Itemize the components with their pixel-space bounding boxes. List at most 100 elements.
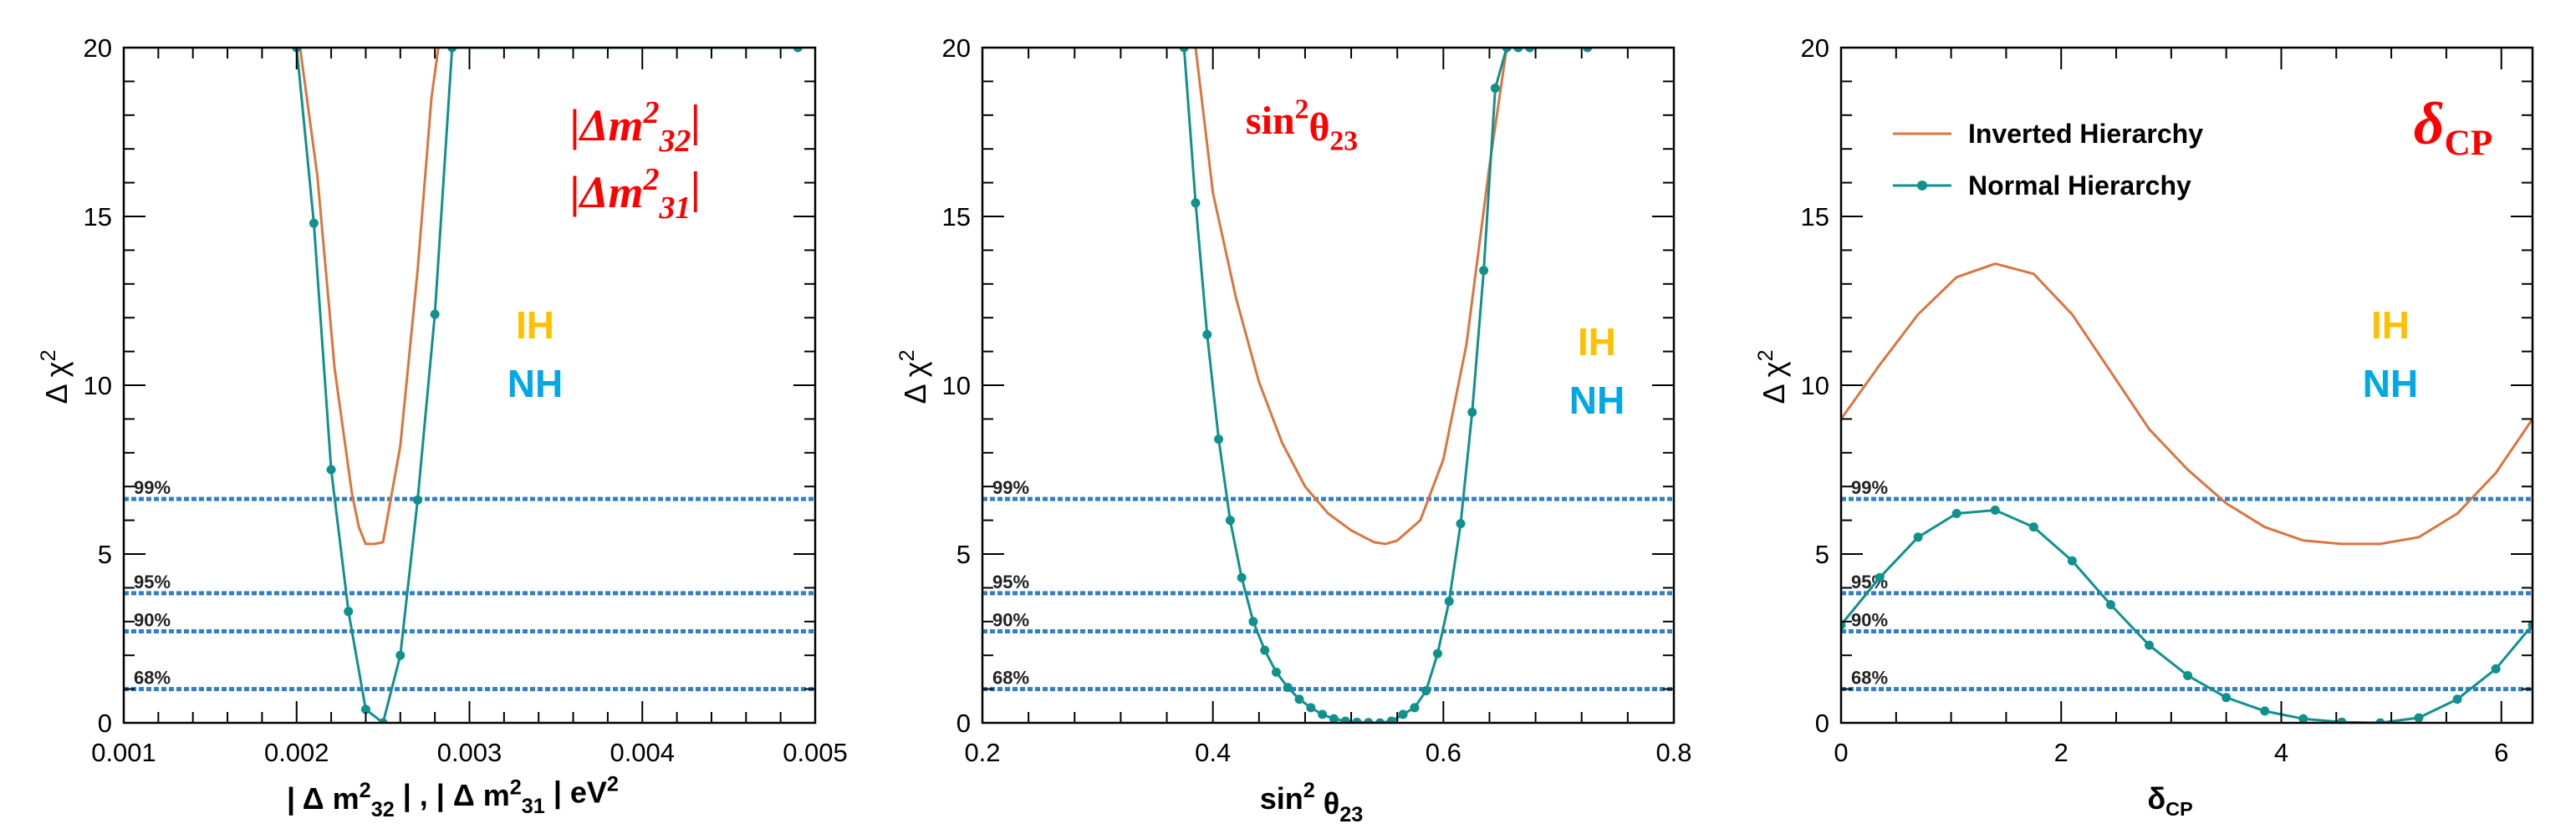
data-point xyxy=(1490,83,1500,93)
data-point xyxy=(1444,597,1454,607)
x-tick-label: 0.001 xyxy=(91,738,156,767)
nh-label: NH xyxy=(2363,362,2418,405)
series-line-ih xyxy=(298,48,440,546)
data-point xyxy=(1456,519,1466,529)
data-point xyxy=(2183,670,2193,680)
data-point xyxy=(2491,664,2501,674)
data-point xyxy=(1329,714,1339,723)
x-tick-label: 0.003 xyxy=(437,738,502,767)
y-tick-label: 0 xyxy=(1815,709,1829,738)
x-axis-label: δCP xyxy=(2147,781,2192,820)
y-tick-label: 15 xyxy=(1801,202,1829,231)
data-point xyxy=(1386,716,1396,723)
y-tick-label: 0 xyxy=(98,709,112,738)
x-tick-label: 0.4 xyxy=(1195,738,1231,767)
data-point xyxy=(430,309,440,319)
y-tick-label: 5 xyxy=(1815,540,1829,569)
x-tick-label: 0.004 xyxy=(610,738,675,767)
corner-label-dm31: |Δm231| xyxy=(570,162,701,226)
data-point xyxy=(1479,266,1489,276)
cl-label-1: 95% xyxy=(134,572,171,592)
data-point xyxy=(1179,48,1189,53)
series-group xyxy=(1841,262,2533,723)
series-group xyxy=(1179,48,1593,723)
cl-label-3: 68% xyxy=(992,668,1029,689)
cl-label-3: 68% xyxy=(1851,668,1888,689)
x-axis-label: sin2 θ23 xyxy=(1260,779,1364,826)
data-point xyxy=(2528,620,2533,630)
chart-panel-dcp: 99% 95% 90% 68% 0 5 10 15 20 0 2 4 6 δCP Δ χ2 IH NH δCP In… xyxy=(1717,0,2576,835)
data-point xyxy=(1913,532,1923,542)
y-tick-label: 5 xyxy=(98,540,112,569)
data-point xyxy=(447,48,457,53)
data-point xyxy=(1410,703,1420,713)
corner-label-theta23: sin2θ23 xyxy=(1246,94,1358,157)
data-point xyxy=(1375,718,1385,723)
data-point xyxy=(1318,709,1328,720)
y-tick-label: 20 xyxy=(84,33,112,63)
data-point xyxy=(2414,713,2424,723)
data-point xyxy=(1421,686,1431,696)
data-point xyxy=(1467,407,1477,417)
corner-label-dm32: |Δm232| xyxy=(570,95,701,159)
nh-label: NH xyxy=(1569,379,1625,422)
y-tick-label: 10 xyxy=(942,371,971,400)
x-tick-label: 0.8 xyxy=(1655,738,1691,767)
data-point xyxy=(1191,198,1201,208)
data-point xyxy=(1841,620,1846,630)
data-point xyxy=(1271,667,1281,677)
x-tick-label: 6 xyxy=(2494,738,2508,767)
cl-label-0: 99% xyxy=(134,477,171,498)
data-point xyxy=(1583,48,1593,53)
x-tick-label: 2 xyxy=(2054,738,2068,767)
chart-dm2: 99% 95% 90% 68% 0 5 10 15 20 0.001 0.002 0.003 0.004… xyxy=(37,33,848,821)
data-point xyxy=(1340,716,1350,723)
data-point xyxy=(1525,48,1535,53)
data-point xyxy=(395,650,406,660)
ih-label: IH xyxy=(2371,303,2410,347)
data-point xyxy=(2105,600,2115,610)
legend-label-nh: Normal Hierarchy xyxy=(1968,170,2191,201)
data-point xyxy=(1306,703,1316,713)
data-point xyxy=(344,607,354,617)
data-point xyxy=(2260,706,2270,716)
y-tick-label: 10 xyxy=(84,371,112,400)
data-point xyxy=(378,718,388,723)
series-group xyxy=(292,48,803,723)
nh-label: NH xyxy=(508,362,563,405)
chart-panel-theta23: 99% 95% 90% 68% 0 5 10 15 20 0.2 0.4 0.6 0.8 sin2 θ23… xyxy=(859,0,1717,835)
data-point xyxy=(2298,714,2308,723)
data-point xyxy=(2452,694,2462,704)
cl-label-0: 99% xyxy=(992,477,1029,498)
data-point xyxy=(793,48,803,53)
y-tick-label: 15 xyxy=(84,202,112,231)
x-tick-label: 0.005 xyxy=(783,738,848,767)
y-axis-label: Δ χ2 xyxy=(37,350,74,404)
data-point xyxy=(1398,709,1408,720)
y-axis-label: Δ χ2 xyxy=(895,350,932,404)
ih-label: IH xyxy=(516,303,554,347)
x-tick-label: 0.2 xyxy=(964,738,1000,767)
data-point xyxy=(1202,329,1212,339)
x-axis-label: | Δ m232 | , | Δ m231 | eV2 xyxy=(287,773,619,821)
cl-label-2: 90% xyxy=(134,610,171,631)
data-point xyxy=(1214,435,1224,445)
data-point xyxy=(326,465,336,475)
data-point xyxy=(360,704,370,714)
data-point xyxy=(1225,516,1235,526)
series-line-nh xyxy=(295,48,798,723)
y-tick-label: 20 xyxy=(1801,33,1829,63)
series-line-ih xyxy=(1194,48,1508,546)
data-point xyxy=(1237,572,1247,582)
data-point xyxy=(1283,683,1293,693)
corner-label-dcp: δCP xyxy=(2414,90,2492,163)
data-point xyxy=(1364,718,1374,723)
y-axis-label: Δ χ2 xyxy=(1754,350,1791,404)
x-tick-label: 0.6 xyxy=(1426,738,1461,767)
data-point xyxy=(1352,717,1362,723)
data-point xyxy=(1294,694,1304,704)
data-point xyxy=(309,218,319,228)
y-tick-label: 20 xyxy=(942,33,971,63)
chart-theta23: 99% 95% 90% 68% 0 5 10 15 20 0.2 0.4 0.6 0.8 sin2 θ23… xyxy=(895,33,1691,826)
